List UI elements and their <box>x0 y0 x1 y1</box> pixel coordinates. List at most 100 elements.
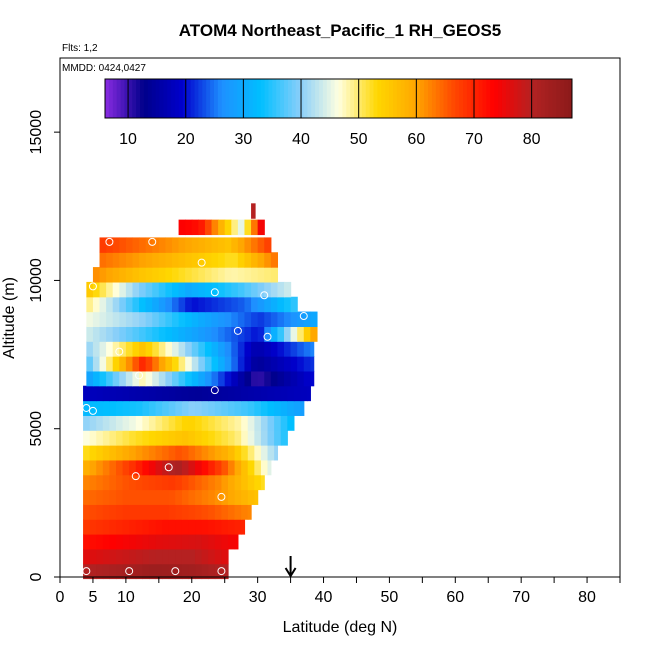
heatmap-cell <box>195 519 203 535</box>
heatmap-cell <box>290 341 298 357</box>
heatmap-cell <box>208 533 216 550</box>
heatmap-cell <box>125 311 134 327</box>
heatmap-cell <box>254 385 262 402</box>
heatmap-cell <box>122 459 130 476</box>
heatmap-cell <box>165 341 173 357</box>
heatmap-cell <box>148 474 157 491</box>
heatmap-cell <box>218 296 226 313</box>
heatmap-cell <box>155 519 163 535</box>
heatmap-cell <box>148 445 157 461</box>
heatmap-cell <box>251 252 259 268</box>
colorbar-swatch <box>190 79 196 118</box>
heatmap-cell <box>155 548 163 565</box>
heatmap-cell <box>221 415 229 431</box>
colorbar-swatch <box>533 79 538 118</box>
heatmap-cell <box>122 548 130 565</box>
colorbar: 10 20 30 40 50 60 70 80 <box>104 78 573 148</box>
heatmap-cell <box>125 267 134 283</box>
heatmap-cell <box>178 341 186 357</box>
heatmap-cell <box>201 459 209 476</box>
heatmap-cell <box>221 445 229 461</box>
colorbar-swatch <box>350 79 355 118</box>
heatmap-cell <box>185 296 193 313</box>
heatmap-cell <box>168 533 176 550</box>
colorbar-swatch <box>206 79 211 118</box>
colorbar-swatch <box>552 79 557 118</box>
colorbar-swatch <box>264 79 269 118</box>
heatmap-cell <box>178 356 186 372</box>
heatmap-cell <box>188 563 196 580</box>
colorbar-swatch <box>354 79 359 118</box>
colorbar-swatch <box>447 79 452 118</box>
heatmap-cell <box>106 296 114 313</box>
colorbar-swatch <box>147 79 153 118</box>
heatmap-cell <box>175 474 183 491</box>
heatmap-cell <box>152 326 160 342</box>
heatmap-cell <box>224 356 232 372</box>
heatmap-cell <box>142 430 150 446</box>
colorbar-swatch <box>303 79 308 118</box>
heatmap-cell <box>145 237 153 253</box>
heatmap-cell <box>172 267 180 283</box>
heatmap-cell <box>297 356 305 372</box>
heatmap-cell <box>211 341 219 357</box>
heatmap-cell <box>96 489 104 505</box>
heatmap-cell <box>228 489 236 505</box>
heatmap-cell <box>89 548 97 565</box>
heatmap-cell <box>102 415 111 431</box>
heatmap-cell <box>86 281 94 298</box>
colorbar-swatch <box>509 79 515 118</box>
colorbar-swatch <box>210 79 215 118</box>
heatmap-cell <box>244 296 252 313</box>
heatmap-cell <box>155 563 163 580</box>
colorbar-tick-label: 60 <box>407 131 425 148</box>
heatmap-cell <box>142 563 150 580</box>
heatmap-cell <box>145 296 153 313</box>
heatmap-cell <box>89 489 97 505</box>
heatmap-cell <box>201 533 209 550</box>
heatmap-cell <box>135 400 143 416</box>
heatmap-cell <box>125 341 134 357</box>
x-axis-label: Latitude (deg N) <box>283 619 398 636</box>
heatmap-cell <box>247 459 255 476</box>
heatmap-cell <box>277 311 285 327</box>
heatmap-cell <box>86 311 94 327</box>
heatmap-cell <box>175 533 183 550</box>
heatmap-cell <box>119 356 127 372</box>
heatmap-cell <box>172 356 180 372</box>
heatmap-cell <box>254 489 259 505</box>
heatmap-cell <box>204 326 213 342</box>
heatmap-cell <box>208 445 216 461</box>
heatmap-cell <box>241 474 249 491</box>
heatmap-cell <box>204 296 213 313</box>
heatmap-cell <box>99 252 107 268</box>
heatmap-cell <box>89 430 97 446</box>
heatmap-cell <box>165 267 173 283</box>
heatmap-cell <box>191 311 199 327</box>
heatmap-cell <box>264 252 272 268</box>
heatmap-cell <box>224 296 232 313</box>
colorbar-swatch <box>112 79 118 118</box>
heatmap-cell <box>274 400 282 416</box>
heatmap-cell <box>96 430 104 446</box>
heatmap-cell <box>162 548 170 565</box>
colorbar-swatch <box>486 79 491 118</box>
heatmap-cell <box>125 370 134 387</box>
heatmap-cell <box>231 296 239 313</box>
heatmap-cell <box>102 445 111 461</box>
heatmap-cell <box>135 489 143 505</box>
colorbar-swatch <box>307 79 312 118</box>
observation-point <box>233 326 242 335</box>
heatmap-cell <box>208 415 216 431</box>
colorbar-swatch <box>171 79 176 118</box>
heatmap-cell <box>310 370 315 387</box>
heatmap-cell <box>224 341 232 357</box>
heatmap-cell <box>185 311 193 327</box>
heatmap-cell <box>96 563 104 580</box>
colorbar-swatch <box>470 79 476 118</box>
colorbar-tick-label: 30 <box>234 131 252 148</box>
colorbar-swatch <box>451 79 456 118</box>
heatmap-cell <box>89 533 97 550</box>
heatmap-cell <box>195 489 203 505</box>
heatmap-cell <box>148 415 157 431</box>
